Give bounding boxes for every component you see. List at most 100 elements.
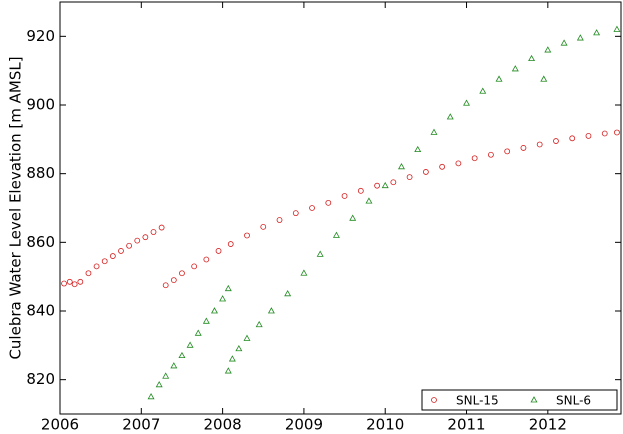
data-point: [479, 87, 487, 94]
plot-frame: [59, 1, 622, 415]
y-tick-label: 900: [26, 96, 55, 114]
data-point: [422, 169, 429, 175]
data-point: [158, 224, 165, 231]
data-point: [118, 248, 124, 254]
data-point: [178, 351, 186, 359]
data-point: [520, 145, 527, 151]
data-point: [593, 29, 601, 36]
x-tick-label: 2007: [122, 416, 160, 434]
legend-label: SNL-15: [456, 394, 499, 408]
data-point: [267, 307, 275, 314]
y-tick-label: 880: [26, 164, 55, 182]
data-point: [170, 362, 178, 369]
data-point: [255, 320, 263, 328]
data-point: [471, 155, 478, 162]
data-point: [162, 372, 170, 379]
data-point: [585, 132, 592, 139]
data-point: [349, 214, 357, 221]
legend-box: [421, 389, 618, 411]
data-point: [576, 34, 584, 41]
data-point: [414, 145, 422, 153]
y-tick-label: 860: [26, 233, 55, 251]
data-point: [85, 270, 92, 277]
data-point: [227, 241, 234, 247]
x-tick-label: 2006: [41, 416, 79, 434]
data-point: [203, 256, 210, 263]
data-point: [66, 278, 73, 285]
data-point: [511, 65, 519, 72]
data-point: [495, 75, 503, 82]
data-point: [134, 237, 141, 244]
data-point: [357, 187, 364, 194]
data-point: [244, 232, 250, 239]
data-point: [544, 46, 552, 53]
data-point: [309, 205, 315, 211]
data-point: [601, 130, 608, 137]
data-point: [560, 39, 568, 46]
data-point: [381, 181, 389, 189]
data-point: [191, 263, 198, 270]
data-point: [553, 138, 559, 144]
x-tick-label: 2008: [204, 416, 242, 434]
data-point: [71, 281, 78, 288]
data-point: [374, 182, 380, 189]
data-point: [284, 290, 292, 297]
data-point: [155, 380, 163, 388]
data-point: [292, 210, 299, 217]
data-point: [202, 317, 210, 324]
data-point: [463, 99, 471, 106]
data-point: [504, 148, 511, 155]
data-point: [613, 25, 621, 32]
data-point: [325, 199, 332, 206]
data-point: [390, 179, 397, 186]
data-point: [536, 141, 543, 148]
legend-marker: [530, 396, 538, 403]
x-tick-label: 2011: [447, 416, 485, 434]
y-axis-label: Culebra Water Level Elevation [m AMSL]: [7, 56, 25, 359]
data-point: [365, 197, 373, 204]
data-point: [406, 174, 413, 181]
legend-label: SNL-6: [556, 394, 591, 408]
data-point: [341, 193, 348, 199]
data-point: [77, 278, 84, 285]
data-point: [170, 277, 177, 284]
data-point: [260, 223, 267, 230]
y-tick-label: 820: [26, 370, 55, 388]
y-tick-label: 920: [26, 27, 55, 45]
data-point: [61, 280, 67, 287]
data-point: [162, 282, 169, 289]
data-point: [455, 160, 462, 167]
y-tick-label: 840: [26, 302, 55, 320]
data-point: [528, 54, 536, 62]
data-point: [446, 113, 454, 120]
data-point: [397, 162, 405, 170]
data-point: [430, 128, 438, 135]
data-point: [142, 234, 149, 241]
data-point: [147, 393, 155, 400]
data-point: [150, 229, 157, 235]
data-point: [215, 248, 222, 254]
data-point: [540, 75, 548, 82]
data-point: [109, 253, 116, 259]
data-point: [224, 284, 232, 292]
x-tick-label: 2012: [529, 416, 567, 434]
data-point: [300, 269, 308, 276]
data-point: [439, 163, 446, 170]
data-point: [126, 242, 133, 249]
data-point: [101, 258, 108, 265]
data-point: [219, 295, 227, 302]
data-point: [276, 217, 283, 223]
data-point: [235, 344, 243, 352]
x-tick-label: 2010: [366, 416, 404, 434]
data-point: [224, 367, 232, 374]
data-point: [228, 355, 236, 362]
x-tick-label: 2009: [285, 416, 323, 434]
data-point: [243, 334, 251, 341]
data-point: [194, 329, 202, 336]
data-point: [332, 231, 340, 238]
data-point: [186, 341, 194, 348]
data-point: [569, 135, 576, 142]
data-point: [316, 250, 324, 257]
data-point: [210, 307, 218, 314]
